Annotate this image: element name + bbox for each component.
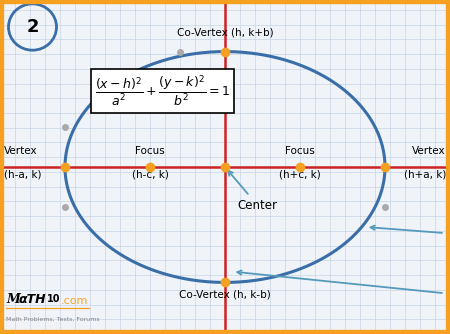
Text: (h-a, k): (h-a, k) xyxy=(4,170,41,180)
Text: .com: .com xyxy=(61,296,88,306)
Text: Vertex: Vertex xyxy=(412,146,446,156)
Text: Co-Vertex (h, k-b): Co-Vertex (h, k-b) xyxy=(179,290,271,300)
Text: Focus: Focus xyxy=(135,146,165,156)
Text: $\dfrac{(x-h)^2}{a^2}+\dfrac{(y-k)^2}{b^2}=1$: $\dfrac{(x-h)^2}{a^2}+\dfrac{(y-k)^2}{b^… xyxy=(95,73,230,108)
Text: (h+c, k): (h+c, k) xyxy=(279,170,321,180)
Text: Minor axis: Minor axis xyxy=(237,271,450,301)
Text: Co-Vertex (h, k+b): Co-Vertex (h, k+b) xyxy=(177,28,273,38)
Text: M: M xyxy=(6,293,20,306)
Text: Focus: Focus xyxy=(285,146,315,156)
Text: 10: 10 xyxy=(47,294,60,304)
Text: Major
axis: Major axis xyxy=(371,223,450,245)
Text: (h+a, k): (h+a, k) xyxy=(404,170,446,180)
Text: 2: 2 xyxy=(26,18,39,36)
Text: Math Problems, Tests, Forums: Math Problems, Tests, Forums xyxy=(6,317,99,322)
Text: αTH: αTH xyxy=(19,293,47,306)
Text: Center: Center xyxy=(228,171,278,212)
Text: (h-c, k): (h-c, k) xyxy=(131,170,168,180)
Text: Vertex: Vertex xyxy=(4,146,38,156)
